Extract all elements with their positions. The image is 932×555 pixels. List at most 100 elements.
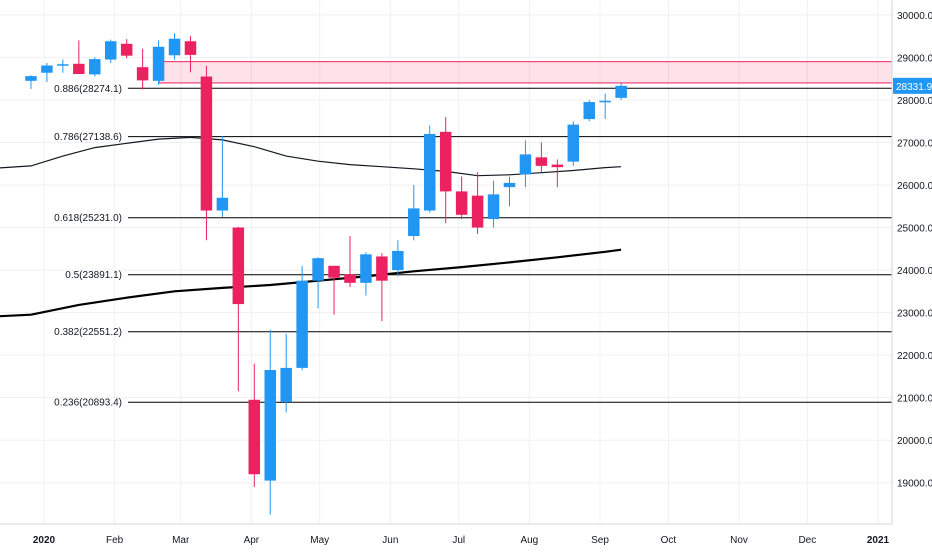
y-tick-label: 24000.0 [897, 266, 932, 277]
candle-body [344, 274, 356, 283]
candle-body [104, 41, 117, 60]
candle-down[interactable] [535, 142, 548, 173]
candle-down[interactable] [328, 265, 340, 315]
candle-down[interactable] [73, 40, 85, 75]
candle-body [423, 133, 436, 211]
candle-body [41, 65, 53, 73]
last-price-label: 28331.9 [896, 82, 932, 93]
candle-layer[interactable] [25, 33, 627, 515]
candle-body [248, 399, 261, 475]
candle-up[interactable] [296, 265, 308, 371]
candle-up[interactable] [57, 59, 69, 73]
candle-body [408, 208, 420, 237]
candle-body [471, 195, 484, 228]
candle-body [583, 102, 595, 120]
y-tick-label: 21000.0 [897, 394, 932, 405]
candle-up[interactable] [216, 136, 229, 217]
last-price-tag [893, 77, 932, 94]
candle-body [168, 38, 181, 56]
y-tick-label: 19000.0 [897, 479, 932, 490]
candle-up[interactable] [487, 180, 500, 228]
candle-up[interactable] [312, 257, 324, 309]
y-tick-label: 23000.0 [897, 309, 932, 320]
candle-down[interactable] [120, 39, 133, 59]
candle-up[interactable] [152, 40, 165, 86]
candle-down[interactable] [232, 226, 245, 392]
candle-body [73, 63, 85, 75]
candle-up[interactable] [89, 57, 101, 77]
candle-up[interactable] [519, 140, 532, 188]
candle-up[interactable] [423, 125, 436, 213]
x-tick-label: Jul [452, 535, 465, 546]
zone-layer [158, 61, 893, 84]
candle-down[interactable] [344, 236, 356, 288]
x-tick-label: Aug [520, 535, 538, 546]
candle-body [599, 100, 611, 103]
candle-body [57, 64, 69, 66]
candle-up[interactable] [408, 185, 420, 241]
x-tick-label: Mar [172, 535, 190, 546]
grid-layer [0, 0, 892, 524]
candle-body [89, 59, 101, 75]
y-tick-label: 22000.0 [897, 351, 932, 362]
candle-body [120, 43, 133, 56]
resistance-zone [158, 61, 893, 84]
candle-down[interactable] [200, 65, 213, 241]
candle-body [360, 254, 372, 283]
candle-down[interactable] [455, 176, 468, 220]
y-tick-label: 30000.0 [897, 11, 932, 22]
candle-body [376, 256, 388, 281]
moving-average-slow [0, 248, 622, 318]
candle-up[interactable] [168, 33, 181, 60]
candle-down[interactable] [551, 159, 564, 188]
x-tick-label: 2020 [33, 535, 56, 546]
y-tick-label: 25000.0 [897, 224, 932, 235]
candle-body [487, 194, 500, 220]
candle-body [136, 67, 149, 81]
x-tick-label: Jun [382, 535, 398, 546]
candle-body [551, 164, 564, 168]
y-tick-label: 28000.0 [897, 96, 932, 107]
candle-down[interactable] [184, 36, 197, 73]
candle-up[interactable] [280, 333, 292, 413]
candle-down[interactable] [471, 172, 484, 234]
candle-up[interactable] [104, 39, 117, 63]
candle-body [200, 76, 213, 211]
y-tick-label: 26000.0 [897, 181, 932, 192]
candle-down[interactable] [248, 363, 261, 487]
candle-up[interactable] [264, 329, 276, 515]
candle-body [312, 258, 324, 281]
candle-up[interactable] [599, 93, 611, 120]
candle-body [216, 197, 229, 211]
fib-level-label: 0.5(23891.1) [65, 270, 122, 281]
candle-body [455, 191, 468, 215]
candle-up[interactable] [503, 176, 516, 207]
x-tick-label: Nov [730, 535, 748, 546]
candle-body [439, 131, 452, 192]
candle-body [232, 227, 245, 305]
candle-up[interactable] [25, 75, 37, 89]
candle-body [535, 157, 548, 166]
candle-up[interactable] [392, 240, 404, 277]
fib-level-label: 0.382(22551.2) [54, 327, 122, 338]
candle-up[interactable] [567, 121, 580, 166]
x-tick-label: Oct [661, 535, 677, 546]
candle-up[interactable] [615, 82, 627, 100]
y-tick-label: 20000.0 [897, 436, 932, 447]
candle-up[interactable] [360, 252, 372, 296]
candle-up[interactable] [583, 99, 595, 122]
x-tick-label: Feb [106, 535, 124, 546]
x-tick-label: Apr [244, 535, 260, 546]
candle-body [328, 265, 340, 278]
fib-level-label: 0.618(25231.0) [54, 213, 122, 224]
candle-down[interactable] [376, 253, 388, 322]
candle-body [184, 41, 197, 55]
candle-up[interactable] [41, 62, 53, 83]
x-tick-label: Dec [798, 535, 816, 546]
candle-down[interactable] [136, 48, 149, 90]
candle-down[interactable] [439, 116, 452, 224]
candle-body [392, 250, 404, 271]
